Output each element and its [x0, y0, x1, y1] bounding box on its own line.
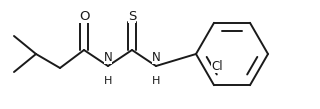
Text: Cl: Cl	[211, 60, 223, 73]
Text: O: O	[79, 10, 89, 24]
Text: H: H	[152, 76, 160, 86]
Text: N: N	[152, 51, 160, 64]
Text: S: S	[128, 10, 136, 24]
Text: N: N	[104, 51, 112, 64]
Text: H: H	[104, 76, 112, 86]
